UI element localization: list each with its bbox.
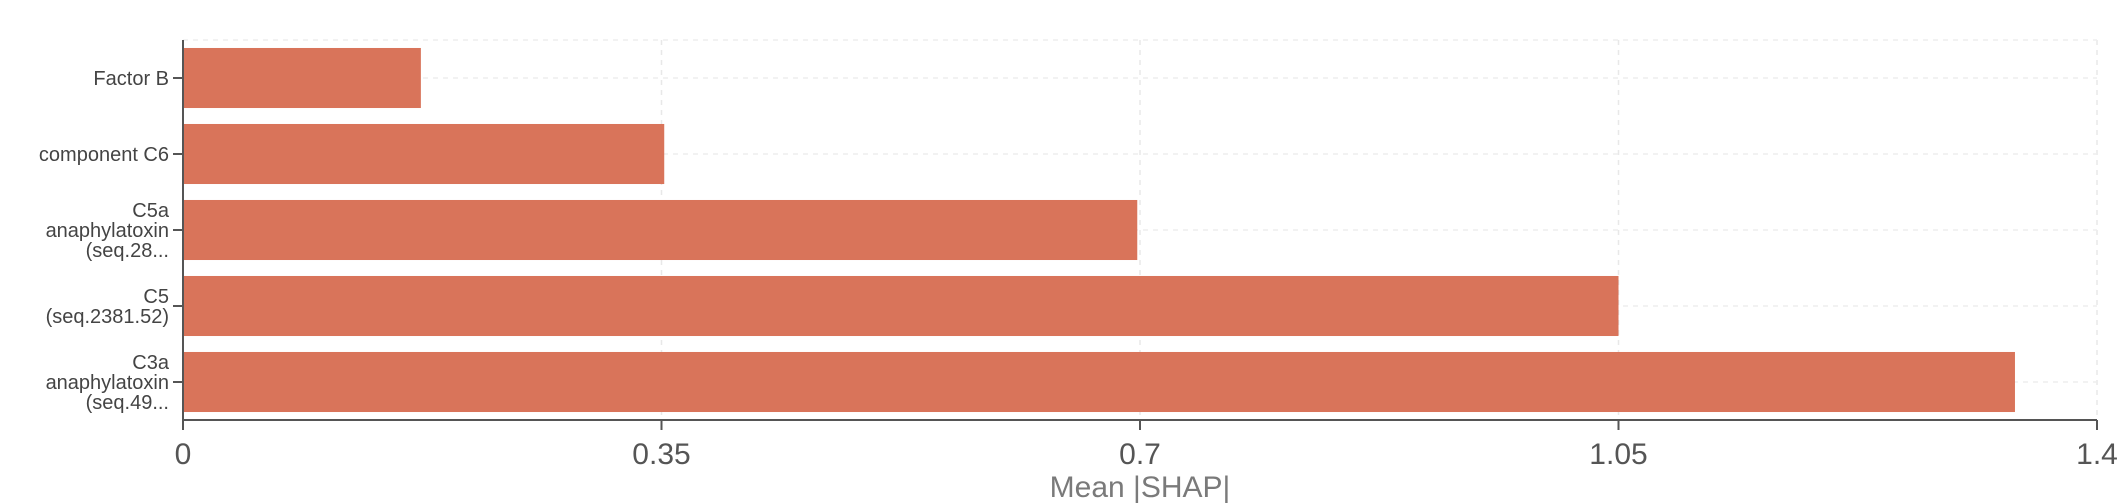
x-tick-label: 1.05: [1589, 438, 1647, 471]
x-tick-label: 0: [175, 438, 192, 471]
bar: [183, 351, 2015, 413]
x-tick-label: 0.7: [1119, 438, 1161, 471]
bar: [183, 199, 1138, 261]
y-category-label: C5: [143, 286, 169, 308]
x-axis: 0 0.35 0.7 1.05 1.4: [175, 419, 2118, 471]
y-category-label: (seq.2381.52): [46, 306, 169, 328]
x-tick-label: 0.35: [632, 438, 690, 471]
y-category-label: (seq.28...: [86, 240, 169, 262]
y-category-label: anaphylatoxin: [46, 372, 169, 394]
bars: [183, 47, 2015, 413]
y-category-label: anaphylatoxin: [46, 220, 169, 242]
y-category-label: (seq.49...: [86, 392, 169, 414]
y-category-label: C3a: [132, 352, 170, 374]
bar: [183, 123, 665, 185]
x-axis-title: Mean |SHAP|: [1050, 471, 1231, 504]
bar: [183, 47, 421, 109]
y-category-label: component C6: [39, 144, 169, 166]
x-tick-label: 1.4: [2076, 438, 2118, 471]
bar: [183, 275, 1619, 337]
y-category-label: C5a: [132, 200, 170, 222]
y-category-label: Factor B: [93, 68, 169, 90]
